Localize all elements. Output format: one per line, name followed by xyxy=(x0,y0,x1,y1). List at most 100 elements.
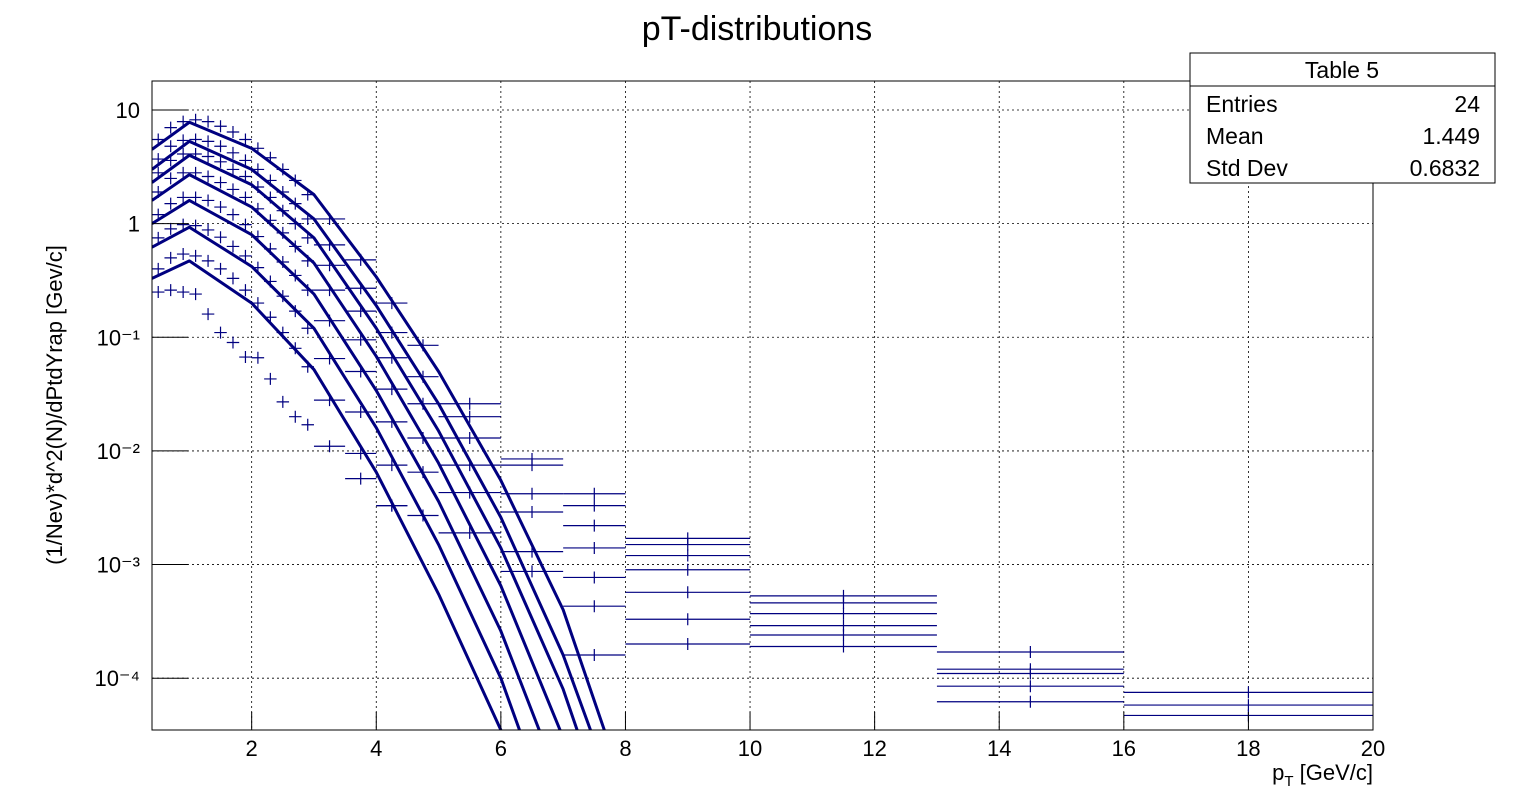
y-tick-label: 10 xyxy=(116,98,140,123)
histogram-point xyxy=(345,406,377,419)
grid xyxy=(152,81,1373,730)
fit-curve xyxy=(152,173,562,730)
histogram-point xyxy=(1123,686,1373,699)
y-tick-label: 10⁻² xyxy=(97,439,140,464)
x-tick-label: 4 xyxy=(370,736,382,761)
stats-label: Entries xyxy=(1206,91,1278,117)
y-tick-label: 1 xyxy=(128,212,140,237)
histogram-point xyxy=(438,410,501,423)
histogram-point xyxy=(936,680,1124,693)
chart-title: pT-distributions xyxy=(642,10,873,48)
histogram-point xyxy=(201,194,215,207)
histogram-point xyxy=(164,197,177,210)
histogram-point xyxy=(226,272,240,285)
x-tick-label: 8 xyxy=(619,736,631,761)
histogram-point xyxy=(750,596,937,609)
x-axis-label: pT [GeV/c] xyxy=(1272,760,1373,790)
histogram-point xyxy=(750,607,937,620)
histogram-point xyxy=(563,648,626,661)
histogram-point xyxy=(345,472,377,485)
histogram-point xyxy=(500,459,564,472)
fit-curve xyxy=(152,225,522,730)
histogram-point xyxy=(176,191,190,204)
x-tick-label: 10 xyxy=(738,736,762,761)
histogram-point xyxy=(176,166,190,179)
histogram-point xyxy=(201,254,215,267)
histogram-point xyxy=(214,231,227,244)
x-tick-label: 12 xyxy=(862,736,886,761)
histogram-point xyxy=(625,549,751,562)
histogram-point xyxy=(264,372,277,385)
stats-value: 1.449 xyxy=(1422,123,1480,149)
histogram-point xyxy=(625,637,751,650)
histogram-point xyxy=(563,571,626,584)
histogram-point xyxy=(289,410,302,423)
histogram-point xyxy=(152,286,165,299)
y-tick-label: 10⁻¹ xyxy=(97,325,140,350)
histogram-point xyxy=(226,240,240,253)
histogram-point xyxy=(176,248,190,261)
histogram-point xyxy=(936,695,1124,708)
x-tick-label: 6 xyxy=(495,736,507,761)
histogram-point xyxy=(239,249,252,262)
stats-value: 24 xyxy=(1454,91,1480,117)
histogram-point xyxy=(176,218,190,231)
histogram-point xyxy=(214,201,227,214)
histogram-point xyxy=(189,249,202,262)
histogram-point xyxy=(239,351,252,364)
histogram-point xyxy=(750,640,937,653)
histogram-point xyxy=(214,155,227,168)
histogram-point xyxy=(201,135,215,148)
histogram-point xyxy=(226,336,240,349)
plot-marks xyxy=(152,113,1373,730)
histogram-point xyxy=(201,308,215,321)
histogram-point xyxy=(164,140,177,153)
histogram-point xyxy=(226,163,240,176)
x-axis-label-sub: T xyxy=(1284,773,1293,790)
histogram-point xyxy=(276,395,290,408)
histogram-point xyxy=(214,176,227,189)
histogram-point xyxy=(251,351,265,364)
histogram-point xyxy=(201,150,215,163)
histogram-point xyxy=(251,297,265,310)
histogram-point xyxy=(189,288,202,301)
x-tick-label: 16 xyxy=(1112,736,1136,761)
histogram-point xyxy=(239,218,252,231)
fit-curve xyxy=(152,139,593,730)
histogram-point xyxy=(164,121,177,134)
y-tick-label: 10⁻⁴ xyxy=(94,666,140,691)
histogram-point xyxy=(936,646,1124,659)
stats-box: Table 5 Entries 24 Mean 1.449 Std Dev 0.6832 xyxy=(1189,52,1496,184)
histogram-point xyxy=(625,563,751,576)
histogram-point xyxy=(201,115,215,128)
histogram-point xyxy=(152,262,165,275)
histogram-point xyxy=(376,459,408,472)
histogram-point xyxy=(500,506,564,519)
histogram-point xyxy=(301,418,314,431)
histogram-point xyxy=(164,284,177,297)
histogram-point xyxy=(176,286,190,299)
histogram-point xyxy=(226,126,240,139)
x-axis-label-part: p xyxy=(1272,760,1284,785)
x-tick-label: 18 xyxy=(1236,736,1260,761)
histogram-point xyxy=(563,519,626,532)
histogram-point xyxy=(438,431,501,444)
histogram-point xyxy=(239,284,252,297)
y-axis-label: (1/Nev)*d^2(N)/dPtdYrap [Gev/c] xyxy=(42,245,67,565)
histogram-point xyxy=(345,447,377,460)
x-axis-label-part: [GeV/c] xyxy=(1294,760,1373,785)
x-tick-label: 14 xyxy=(987,736,1011,761)
histogram-point xyxy=(563,499,626,512)
histogram-point xyxy=(625,613,751,626)
histogram-point xyxy=(226,183,240,196)
histogram-point xyxy=(750,628,937,641)
histogram-point xyxy=(1123,699,1373,712)
histogram-point xyxy=(438,397,501,410)
fit-curve xyxy=(152,153,579,730)
histogram-point xyxy=(226,146,240,159)
histogram-point xyxy=(936,667,1124,680)
histogram-point xyxy=(164,222,177,235)
stats-label: Std Dev xyxy=(1206,155,1288,181)
